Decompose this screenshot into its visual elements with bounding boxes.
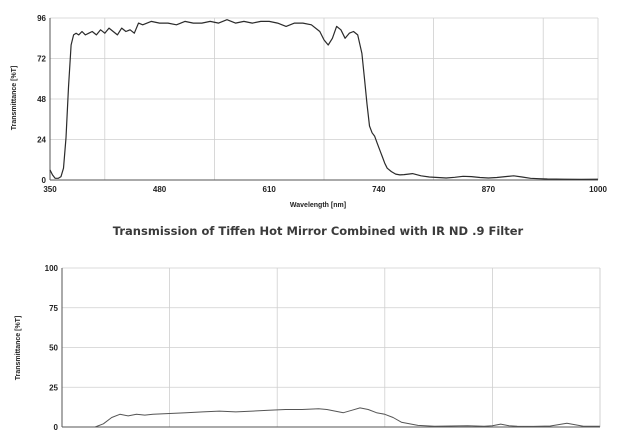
chart-1-x-tick-labels: 350 480 610 740 870 1000 [43,185,607,194]
chart-2-y-axis-label: Transmittance [%T] [15,316,22,381]
chart-2-y-tick-labels: 0 25 50 75 100 [45,264,59,432]
chart-1-transmittance-line [49,19,599,180]
chart-2-y-tick-label: 50 [49,344,58,353]
chart-2-combined-transmission: 0 25 50 75 100 Transmittance [%T] [15,264,601,432]
chart-2-axes [61,268,601,428]
chart-1-grid [50,17,598,181]
chart-1-x-tick-label: 350 [43,185,57,194]
chart-1-y-tick-label: 24 [37,136,46,145]
chart-1-x-tick-label: 1000 [589,185,607,194]
chart-2-title: Transmission of Tiffen Hot Mirror Combin… [113,224,524,238]
chart-2-y-tick-label: 100 [45,264,59,273]
chart-1-x-tick-label: 480 [153,185,167,194]
chart-2-grid [62,267,601,428]
chart-2-transmittance-line [62,407,600,428]
chart-1-y-tick-label: 72 [37,55,46,64]
chart-1-x-tick-label: 740 [372,185,386,194]
chart-2-y-tick-label: 75 [49,304,58,313]
chart-1-axes [49,18,599,181]
chart-1-y-tick-label: 0 [42,176,47,185]
chart-1-y-tick-label: 48 [37,95,46,104]
chart-1-x-axis-label: Wavelength [nm] [290,202,346,209]
chart-2-y-tick-label: 25 [49,383,58,392]
chart-1-y-tick-label: 96 [37,14,46,23]
chart-1-x-tick-label: 610 [263,185,277,194]
chart-1-y-tick-labels: 0 24 48 72 96 [37,14,46,185]
chart-2-y-tick-label: 0 [54,423,59,432]
chart-1-y-axis-label: Transmittance [%T] [11,66,18,131]
chart-1-hot-mirror-transmission: 0 24 48 72 96 350 480 610 740 870 1000 Transmitta… [11,14,607,209]
chart-1-x-tick-label: 870 [482,185,496,194]
